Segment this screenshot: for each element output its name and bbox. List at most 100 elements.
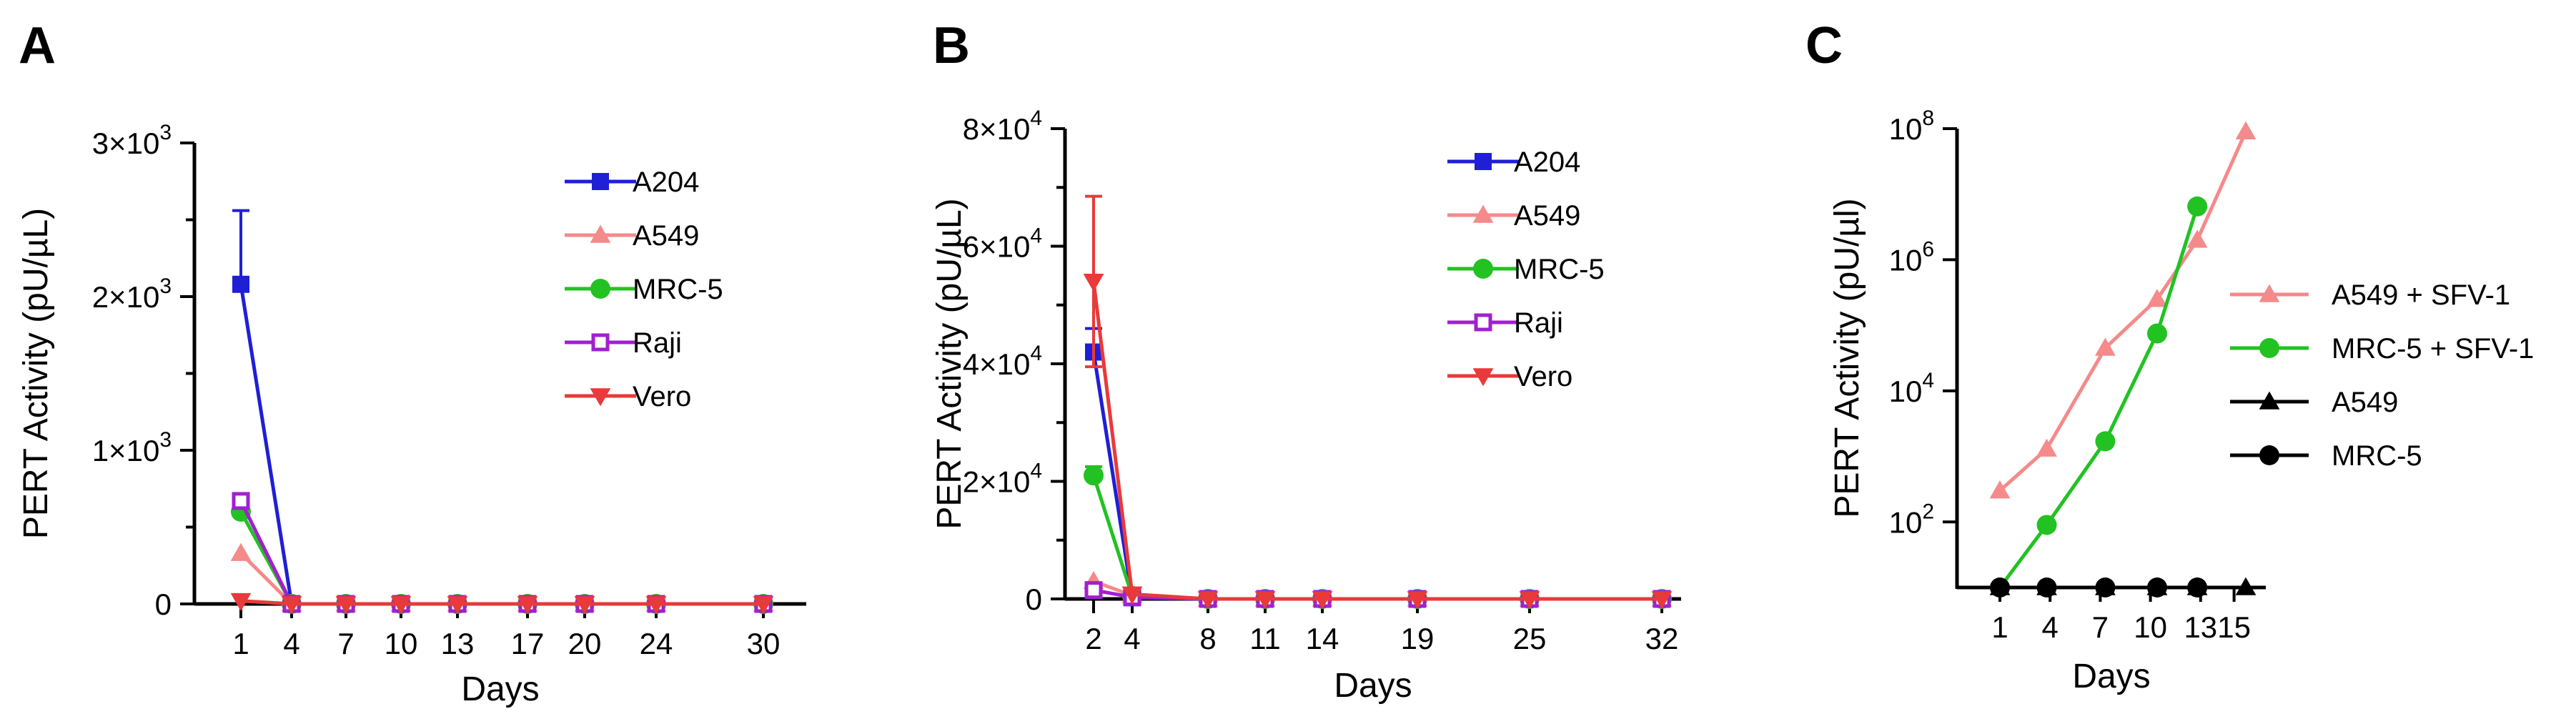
- x-axis-title: Days: [2072, 658, 2150, 695]
- legend-label: MRC-5 + SFV-1: [2332, 333, 2534, 365]
- data-point: [2146, 289, 2168, 307]
- legend-marker: [2259, 391, 2280, 410]
- panel-label: A: [19, 17, 56, 74]
- y-tick-label: 104: [1889, 369, 1934, 408]
- x-tick-label: 32: [1645, 622, 1679, 655]
- tick-label-exponent: 8: [1922, 106, 1934, 130]
- legend-item: A549: [565, 220, 699, 252]
- x-tick-label: 13: [2184, 610, 2217, 644]
- data-point: [1990, 577, 2010, 597]
- tick-label-base: 2×10: [92, 280, 160, 314]
- data-point: [1084, 581, 1103, 600]
- legend-marker: [1473, 259, 1493, 279]
- data-point: [2235, 577, 2257, 595]
- tick-label-base: 0: [155, 587, 172, 621]
- data-point: [2187, 577, 2208, 597]
- tick-label-base: 8×10: [963, 112, 1031, 146]
- y-tick-label: 2×103: [92, 274, 172, 314]
- legend-marker: [1475, 153, 1492, 170]
- data-point: [1407, 591, 1428, 610]
- tick-label-exponent: 4: [1030, 106, 1042, 130]
- series-raji: [232, 492, 773, 613]
- data-point: [753, 596, 774, 615]
- x-tick-label: 15: [2217, 610, 2251, 644]
- tick-label-base: 4×10: [963, 347, 1031, 381]
- data-point: [1651, 591, 1673, 610]
- x-tick-label: 10: [2134, 610, 2167, 644]
- x-tick-label: 2: [1085, 622, 1101, 655]
- legend-marker: [2259, 445, 2279, 465]
- legend-item: MRC-5: [565, 274, 723, 305]
- y-tick-label: 106: [1889, 237, 1934, 277]
- data-point: [1519, 591, 1540, 610]
- tick-label-base: 0: [1026, 582, 1042, 616]
- legend-label: A204: [1514, 147, 1580, 178]
- x-tick-label: 7: [2092, 610, 2109, 644]
- tick-label-base: 3×10: [92, 127, 160, 160]
- legend-item: MRC-5 + SFV-1: [2230, 333, 2534, 365]
- x-tick-label: 30: [747, 627, 781, 660]
- series-raji: [1084, 581, 1671, 608]
- x-tick-label: 14: [1306, 622, 1339, 655]
- y-tick-label: 8×104: [963, 106, 1042, 146]
- data-point: [2146, 323, 2167, 344]
- series-line: [240, 599, 763, 606]
- legend-label: MRC-5: [2332, 440, 2422, 472]
- series-mrc-5: [1990, 577, 2208, 597]
- y-tick-label: 0: [155, 587, 172, 621]
- y-axis-title: PERT Activity (pU/µL): [17, 208, 55, 539]
- x-tick-label: 17: [511, 627, 545, 660]
- legend-marker: [590, 224, 611, 243]
- x-tick-label: 10: [385, 627, 418, 660]
- legend-item: MRC-5: [1447, 254, 1605, 285]
- y-tick-label: 1×103: [92, 428, 172, 467]
- series-line: [239, 500, 763, 606]
- data-point: [232, 275, 249, 293]
- x-tick-label: 13: [441, 627, 475, 660]
- legend-marker: [2259, 338, 2279, 358]
- x-tick-label: 7: [337, 627, 354, 660]
- tick-label-exponent: 3: [159, 274, 172, 298]
- legend-label: Vero: [633, 381, 691, 412]
- data-point: [2146, 577, 2167, 597]
- legend-label: A549: [1514, 200, 1580, 232]
- legend-item: MRC-5: [2230, 440, 2422, 472]
- legend-label: Raji: [1514, 307, 1563, 339]
- data-point: [2187, 196, 2208, 217]
- data-point: [1989, 480, 2011, 499]
- legend-label: MRC-5: [633, 274, 723, 305]
- data-point: [230, 542, 252, 561]
- data-point: [1312, 591, 1333, 610]
- series-a549-sfv-1: [1989, 121, 2257, 499]
- tick-label-base: 10: [1889, 505, 1923, 539]
- data-point: [1084, 465, 1104, 486]
- y-tick-label: 108: [1889, 106, 1934, 146]
- data-point: [447, 596, 468, 615]
- legend-label: Raji: [633, 327, 682, 359]
- series-mrc-5-sfv-1: [1990, 196, 2208, 597]
- data-point: [232, 492, 250, 510]
- legend-item: Vero: [565, 381, 691, 412]
- series-line: [1091, 281, 1662, 601]
- x-tick-label: 11: [1249, 622, 1281, 655]
- data-point: [2095, 431, 2116, 452]
- series-a549: [230, 542, 774, 612]
- y-tick-label: 3×103: [92, 121, 172, 160]
- x-tick-label: 19: [1401, 622, 1435, 655]
- tick-label-base: 10: [1889, 112, 1923, 146]
- series-line: [1091, 352, 1662, 601]
- series-a549: [1083, 570, 1673, 607]
- data-point: [1254, 591, 1276, 610]
- series-line: [239, 552, 763, 606]
- legend-marker: [592, 173, 609, 190]
- data-point: [230, 592, 252, 612]
- legend-marker: [2259, 284, 2280, 302]
- series-mrc-5: [231, 502, 773, 614]
- legend-label: MRC-5: [1514, 254, 1605, 285]
- x-tick-label: 1: [1991, 610, 2008, 644]
- series-line: [1998, 206, 2199, 589]
- legend-item: A549 + SFV-1: [2230, 279, 2510, 311]
- x-tick-label: 1: [232, 627, 249, 660]
